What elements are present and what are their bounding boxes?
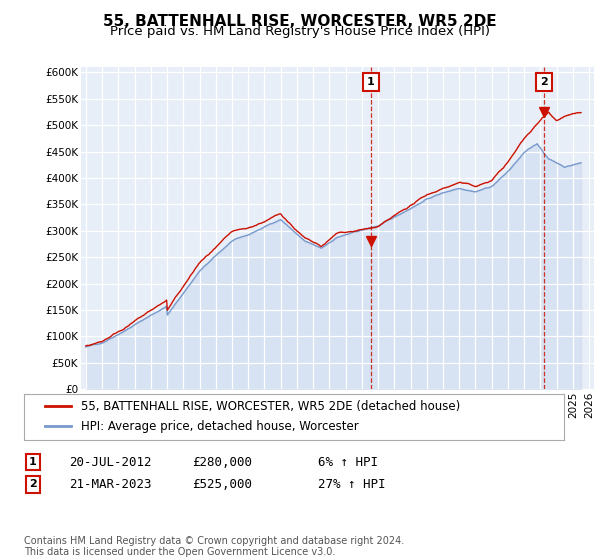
- Text: 2: 2: [540, 77, 548, 87]
- Text: 27% ↑ HPI: 27% ↑ HPI: [318, 478, 386, 491]
- Text: 55, BATTENHALL RISE, WORCESTER, WR5 2DE: 55, BATTENHALL RISE, WORCESTER, WR5 2DE: [103, 14, 497, 29]
- Text: 1: 1: [29, 457, 37, 467]
- Text: 20-JUL-2012: 20-JUL-2012: [69, 455, 151, 469]
- Text: £525,000: £525,000: [192, 478, 252, 491]
- Text: 6% ↑ HPI: 6% ↑ HPI: [318, 455, 378, 469]
- Text: 21-MAR-2023: 21-MAR-2023: [69, 478, 151, 491]
- Text: £280,000: £280,000: [192, 455, 252, 469]
- Text: Price paid vs. HM Land Registry's House Price Index (HPI): Price paid vs. HM Land Registry's House …: [110, 25, 490, 38]
- Text: 1: 1: [367, 77, 374, 87]
- Text: Contains HM Land Registry data © Crown copyright and database right 2024.
This d: Contains HM Land Registry data © Crown c…: [24, 535, 404, 557]
- Legend: 55, BATTENHALL RISE, WORCESTER, WR5 2DE (detached house), HPI: Average price, de: 55, BATTENHALL RISE, WORCESTER, WR5 2DE …: [41, 395, 465, 438]
- Text: 2: 2: [29, 479, 37, 489]
